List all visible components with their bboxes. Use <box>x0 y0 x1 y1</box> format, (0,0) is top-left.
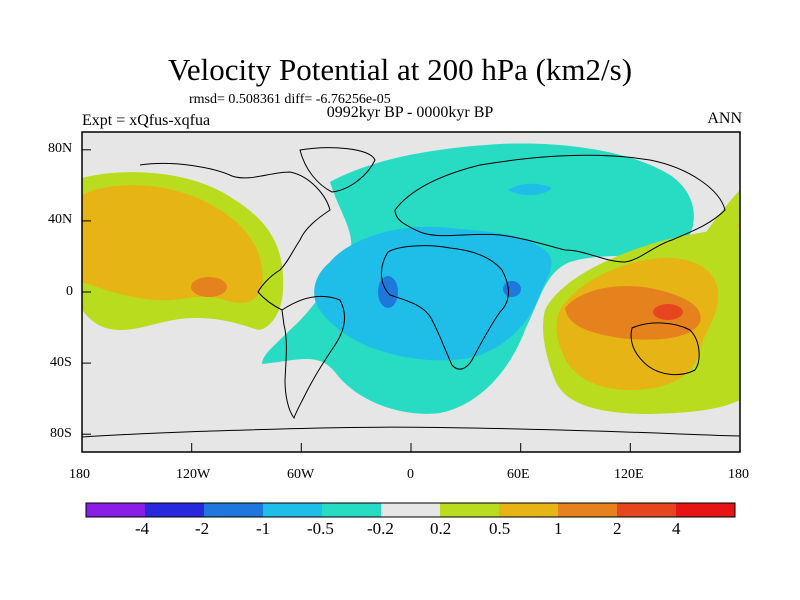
colorbar-label: 4 <box>672 519 681 538</box>
colorbar-label: 2 <box>613 519 622 538</box>
colorbar-bin-5 <box>322 503 381 517</box>
south-america-coast <box>281 295 346 420</box>
greenland-coast <box>299 147 376 193</box>
x-tick-label: 0 <box>407 467 414 482</box>
stats-text: rmsd= 0.508361 diff= -6.76256e-05 <box>189 92 391 107</box>
colorbar-bin-2 <box>145 503 204 517</box>
colorbar <box>85 502 736 518</box>
x-tick-label: 180 <box>69 467 90 482</box>
colorbar-bin-7 <box>440 503 499 517</box>
colorbar-label: 1 <box>554 519 563 538</box>
colorbar-bin-3 <box>204 503 263 517</box>
europe-deeper-negative-region <box>508 183 552 196</box>
coastlines <box>82 147 740 438</box>
north-america-coast <box>139 162 331 311</box>
east-africa-core <box>503 281 521 297</box>
africa-deeper-negative-region <box>314 226 552 361</box>
axis-ticks <box>81 149 741 452</box>
colorbar-bin-4 <box>263 503 322 517</box>
colorbar-bin-6 <box>381 503 440 517</box>
colorbar-frame <box>85 502 736 518</box>
colorbar-bin-9 <box>558 503 617 517</box>
y-tick-label: 40N <box>48 212 73 227</box>
maritime-core-region <box>565 286 701 340</box>
eurasia-coast <box>394 154 726 263</box>
x-tick-label: 60W <box>287 467 315 482</box>
new-guinea-core <box>653 304 683 320</box>
x-tick-label: 60E <box>507 467 530 482</box>
y-tick-label: 0 <box>66 284 73 299</box>
map-fields <box>82 132 740 452</box>
africa-coast <box>381 245 509 370</box>
period-text: 0992kyr BP - 0000kyr BP <box>326 104 494 121</box>
y-tick-label: 80S <box>50 426 72 441</box>
antarctica-coast <box>82 426 740 438</box>
x-tick-label: 120W <box>176 467 211 482</box>
colorbar-label: -1 <box>256 519 271 538</box>
colorbar-bin-10 <box>617 503 676 517</box>
season-label: ANN <box>707 110 742 127</box>
colorbar-label: -0.2 <box>367 519 394 538</box>
x-tick-label: 180 <box>728 467 749 482</box>
colorbar-label: -4 <box>135 519 150 538</box>
plot-title: Velocity Potential at 200 hPa (km2/s) <box>167 52 633 87</box>
colorbar-label: 0.2 <box>430 519 452 538</box>
colorbar-label: -2 <box>195 519 210 538</box>
colorbar-label: -0.5 <box>307 519 334 538</box>
y-tick-label: 40S <box>50 355 72 370</box>
colorbar-bin-1 <box>86 503 145 517</box>
pacific-core-region <box>191 277 227 297</box>
colorbar-bin-11 <box>676 503 735 517</box>
x-tick-label: 120E <box>614 467 644 482</box>
y-tick-label: 80N <box>48 141 73 156</box>
experiment-label: Expt = xQfus-xqfua <box>82 112 211 129</box>
colorbar-bin-8 <box>499 503 558 517</box>
colorbar-label: 0.5 <box>489 519 511 538</box>
australia-coast <box>630 322 700 376</box>
pacific-orange-region <box>82 185 263 303</box>
